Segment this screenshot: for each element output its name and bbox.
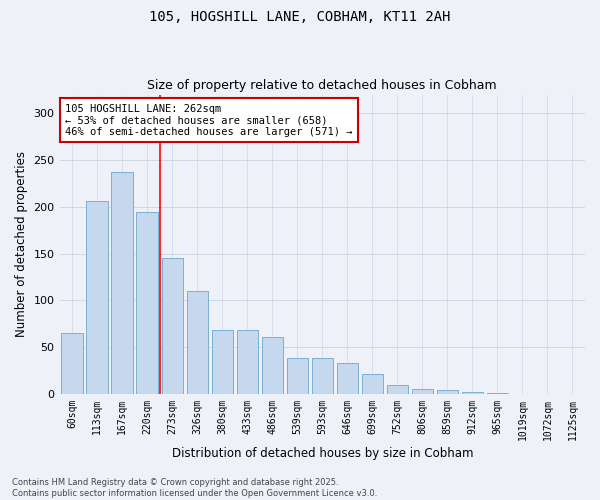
Bar — [86, 202, 108, 394]
Bar — [337, 363, 358, 394]
Bar — [187, 291, 208, 394]
Bar — [161, 258, 183, 394]
Bar — [487, 393, 508, 394]
Text: 105, HOGSHILL LANE, COBHAM, KT11 2AH: 105, HOGSHILL LANE, COBHAM, KT11 2AH — [149, 10, 451, 24]
Bar — [236, 330, 258, 394]
Bar — [437, 390, 458, 394]
Text: 105 HOGSHILL LANE: 262sqm
← 53% of detached houses are smaller (658)
46% of semi: 105 HOGSHILL LANE: 262sqm ← 53% of detac… — [65, 104, 352, 136]
Bar — [61, 333, 83, 394]
Bar — [311, 358, 333, 394]
Bar — [287, 358, 308, 394]
Bar — [212, 330, 233, 394]
Bar — [136, 212, 158, 394]
Bar — [362, 374, 383, 394]
Bar — [112, 172, 133, 394]
Bar — [387, 384, 408, 394]
Bar — [262, 337, 283, 394]
Text: Contains HM Land Registry data © Crown copyright and database right 2025.
Contai: Contains HM Land Registry data © Crown c… — [12, 478, 377, 498]
Title: Size of property relative to detached houses in Cobham: Size of property relative to detached ho… — [148, 79, 497, 92]
X-axis label: Distribution of detached houses by size in Cobham: Distribution of detached houses by size … — [172, 447, 473, 460]
Y-axis label: Number of detached properties: Number of detached properties — [15, 152, 28, 338]
Bar — [412, 390, 433, 394]
Bar — [462, 392, 483, 394]
